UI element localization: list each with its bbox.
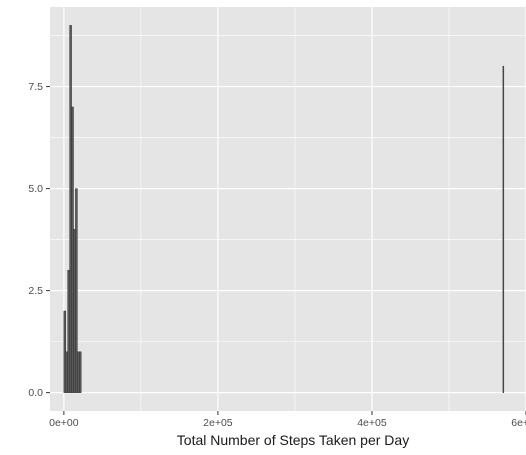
y-tick-label: 2.5 <box>28 285 43 297</box>
x-tick-label: 0e+00 <box>49 417 79 429</box>
x-tick-label: 4e+05 <box>357 417 387 429</box>
histogram-bar <box>77 351 80 393</box>
x-tick-label: 6e+05 <box>511 417 526 429</box>
histogram-bar <box>69 25 72 393</box>
histogram-bar <box>79 351 82 393</box>
histogram-bar <box>71 106 74 393</box>
histogram-bar <box>75 188 78 393</box>
x-tick-label: 2e+05 <box>203 417 233 429</box>
histogram-bar <box>65 351 68 393</box>
y-tick-label: 0.0 <box>28 387 43 399</box>
histogram-bar <box>73 229 76 393</box>
histogram-bar <box>502 65 505 393</box>
y-tick-label: 5.0 <box>28 183 43 195</box>
grid-lines <box>50 7 526 411</box>
y-tick-label: 7.5 <box>28 81 43 93</box>
histogram-bar <box>67 269 70 393</box>
histogram-bar <box>63 310 67 393</box>
histogram-bars <box>63 25 505 393</box>
axes: 0e+00 2e+05 4e+05 6e+05 0.0 2.5 5.0 7.5 <box>28 81 526 429</box>
plot-panel <box>50 7 526 411</box>
x-axis-title: Total Number of Steps Taken per Day <box>177 432 409 448</box>
